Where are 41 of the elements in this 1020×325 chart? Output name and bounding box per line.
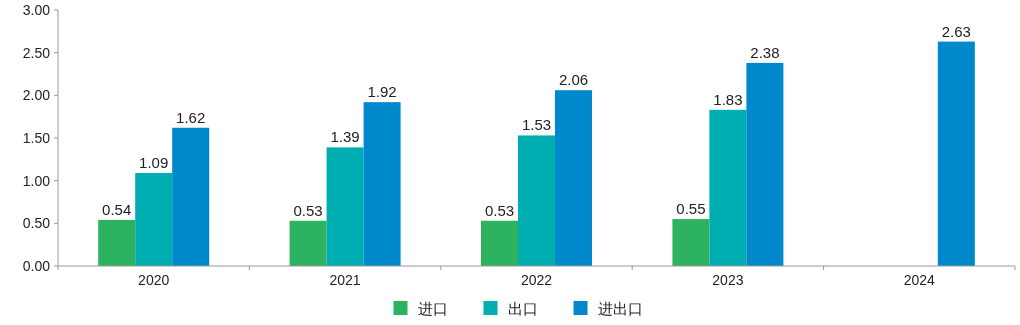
y-tick-label: 0.00 <box>22 258 51 274</box>
y-tick-label: 1.00 <box>22 172 51 189</box>
x-tick-label: 2021 <box>329 272 361 288</box>
data-label: 2.06 <box>558 71 589 89</box>
x-tick-label: 2022 <box>520 272 553 288</box>
bar <box>555 90 592 266</box>
bar <box>746 62 784 266</box>
x-tick-label: 2024 <box>903 272 936 288</box>
x-tick-label: 2020 <box>138 272 170 288</box>
bar <box>481 220 518 266</box>
bar <box>937 41 975 266</box>
data-label: 0.53 <box>293 201 323 219</box>
data-label: 1.39 <box>330 128 360 146</box>
y-tick-label: 1.50 <box>22 130 51 146</box>
x-tick-label: 2023 <box>712 272 744 288</box>
data-label: 1.62 <box>176 108 206 126</box>
data-label: 1.92 <box>367 83 397 101</box>
bar <box>518 135 555 266</box>
y-tick-label: 2.50 <box>22 44 51 61</box>
legend-label: 进出口 <box>597 300 643 317</box>
legend-label: 出口 <box>507 300 538 317</box>
bar <box>672 219 710 266</box>
data-label: 0.55 <box>676 200 706 218</box>
bar <box>363 102 401 266</box>
data-label: 1.09 <box>139 153 169 171</box>
bar <box>135 172 173 266</box>
data-label: 0.54 <box>102 200 132 218</box>
bar <box>172 127 210 266</box>
y-tick-label: 2.00 <box>22 87 51 104</box>
data-label: 1.83 <box>713 90 743 108</box>
bar <box>98 219 136 266</box>
bar <box>289 220 327 266</box>
y-tick-label: 0.50 <box>22 215 51 232</box>
bar <box>709 109 747 266</box>
bar <box>326 147 364 266</box>
data-label: 0.53 <box>484 201 515 219</box>
legend-label: 进口 <box>417 300 448 317</box>
data-label: 2.63 <box>941 22 971 40</box>
y-tick-label: 3.00 <box>22 2 51 18</box>
data-label: 1.53 <box>521 116 552 134</box>
data-label: 2.38 <box>750 43 780 61</box>
